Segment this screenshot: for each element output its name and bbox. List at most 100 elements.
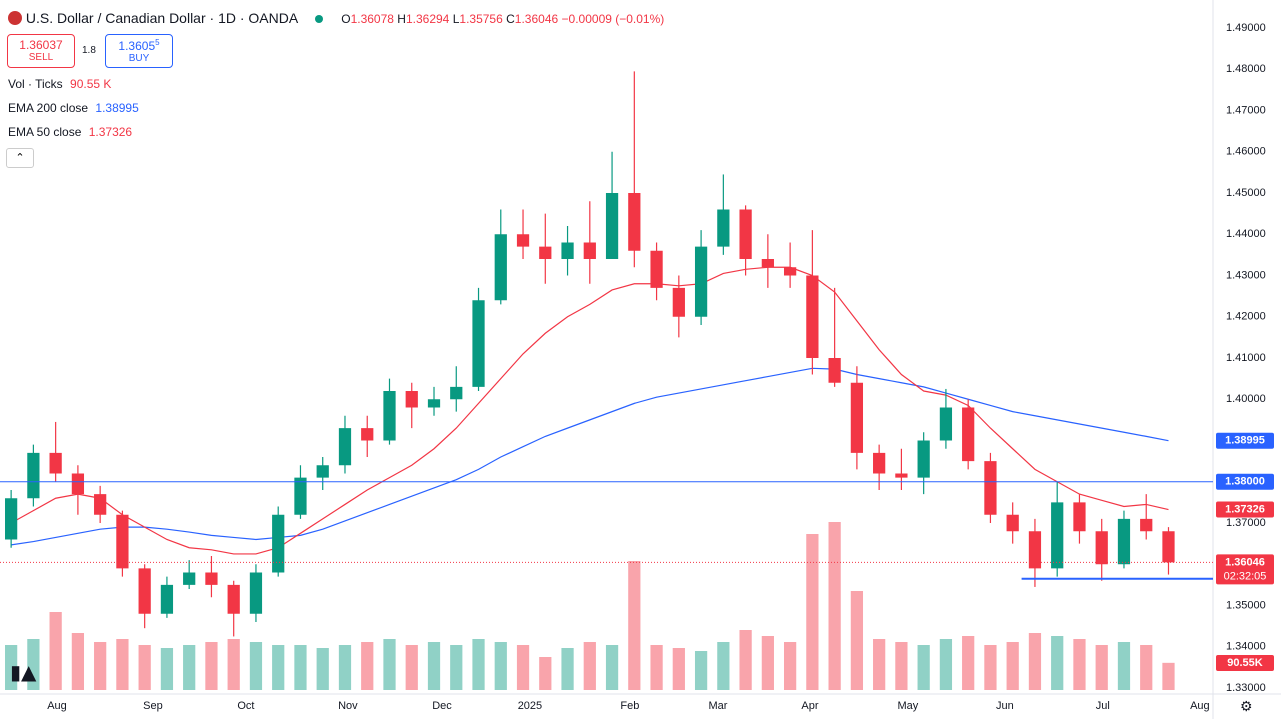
volume-bar [828, 522, 841, 690]
x-tick-label: Sep [143, 700, 163, 712]
y-tick-label: 1.41000 [1226, 352, 1266, 364]
tv-logo: ▮▲ [10, 660, 37, 684]
candle-body [761, 259, 774, 268]
y-tick-label: 1.37000 [1226, 517, 1266, 529]
legend-name: Vol · Ticks [8, 77, 63, 91]
candle-body [361, 428, 374, 441]
legend-ema200: EMA 200 close 1.38995 [8, 101, 139, 115]
volume-bar [205, 642, 218, 690]
volume-bar [516, 645, 530, 690]
price-badge-bg [1216, 554, 1274, 585]
y-tick-label: 1.34000 [1226, 641, 1266, 653]
collapse-button[interactable]: ⌃ [6, 148, 34, 168]
volume-bar [227, 639, 240, 690]
x-tick-label: Aug [1190, 700, 1210, 712]
volume-bar [49, 612, 62, 690]
candle-body [1073, 502, 1086, 532]
candle-body [1140, 518, 1153, 532]
candle-body [873, 452, 886, 474]
candle-body [316, 465, 329, 478]
volume-bar [605, 645, 619, 690]
candle-body [717, 209, 730, 247]
x-tick-label: Jun [996, 700, 1014, 712]
y-tick-label: 1.42000 [1226, 311, 1266, 323]
legend-ema50: EMA 50 close 1.37326 [8, 125, 132, 139]
candle-body [294, 477, 307, 515]
volume-bar [71, 633, 85, 690]
volume-bar [27, 639, 40, 690]
candle-body [984, 461, 997, 515]
candle-body [806, 275, 819, 358]
legend-name: EMA 200 close [8, 101, 89, 115]
x-tick-label: Mar [709, 700, 728, 712]
candle-body [783, 267, 797, 276]
volume-bar [450, 645, 463, 690]
candle-body [1117, 518, 1131, 565]
legend-name: EMA 50 close [8, 125, 82, 139]
y-tick-label: 1.46000 [1226, 146, 1266, 158]
ohlc-key: L [452, 12, 460, 26]
ema50-badge-bg [1216, 501, 1274, 518]
volume-bar [1051, 636, 1064, 690]
header-line: U.S. Dollar / Canadian Dollar · 1D · OAN… [8, 10, 664, 26]
candle-body [917, 440, 930, 478]
buy-button[interactable]: 1.36055 BUY [105, 34, 173, 68]
candle-body [405, 391, 418, 408]
volume-bar [94, 642, 107, 690]
buy-price: 1.3605 [118, 39, 156, 53]
buy-price-sup: 5 [155, 38, 160, 47]
candle-body [1095, 531, 1108, 565]
volume-bar [1028, 633, 1042, 690]
candle-body [427, 399, 441, 408]
ema-line [11, 367, 1169, 546]
x-tick-label: Feb [620, 700, 639, 712]
x-tick-label: 2025 [518, 700, 542, 712]
candle-body [850, 382, 864, 453]
spread: 1.8 [82, 45, 96, 56]
y-tick-label: 1.33000 [1226, 682, 1266, 694]
candle-body [962, 407, 975, 462]
candle-body [450, 386, 463, 400]
sell-button[interactable]: 1.36037 SELL [7, 34, 75, 68]
candle-body [828, 358, 841, 383]
countdown: 02:32:05 [1224, 570, 1267, 582]
settings-icon[interactable]: ⚙ [1240, 698, 1253, 714]
ema200-badge: 1.38995 [1225, 435, 1265, 447]
volume-bar [650, 645, 663, 690]
candle-body [739, 209, 752, 259]
legend-value: 1.37326 [88, 125, 133, 139]
volume-bar [1162, 662, 1175, 690]
volume-bar [494, 642, 507, 690]
volume-bar [761, 636, 774, 690]
volume-bar [917, 645, 930, 690]
candle-body [694, 246, 708, 317]
y-tick-label: 1.49000 [1226, 22, 1266, 34]
volume-bar [427, 642, 441, 690]
candle-body [160, 584, 174, 614]
candle-body [494, 234, 507, 301]
volume-bar [783, 642, 797, 690]
volume-bar [561, 648, 574, 690]
sell-label: SELL [28, 52, 54, 63]
ohlc-key: H [397, 12, 406, 26]
volume-bar [1006, 642, 1019, 690]
candle-body [249, 572, 263, 614]
volume-bar [1095, 645, 1108, 690]
status-dot [315, 15, 324, 23]
candle-body [672, 287, 685, 317]
candle-body [94, 494, 107, 515]
volume-bar [160, 648, 174, 690]
volume-bar [249, 642, 263, 690]
candle-body [205, 572, 218, 585]
y-tick-label: 1.40000 [1226, 393, 1266, 405]
candle-body [1028, 531, 1042, 569]
change: −0.00009 (−0.01%) [561, 12, 665, 26]
volume-bar [405, 645, 418, 690]
y-tick-label: 1.47000 [1226, 104, 1266, 116]
x-tick-label: Oct [237, 700, 254, 712]
ohlc-value: 1.35756 [459, 12, 503, 26]
flag-icon [8, 11, 22, 25]
hline-badge-bg [1216, 473, 1274, 490]
